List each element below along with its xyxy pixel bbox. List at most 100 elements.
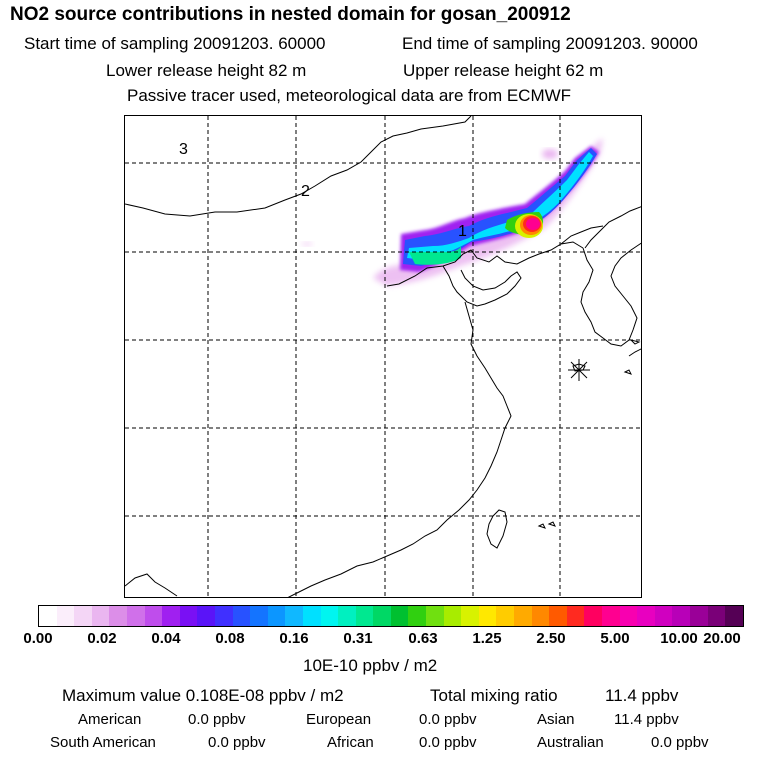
colorbar-segment (531, 606, 550, 626)
colorbar-tick-label: 0.08 (215, 630, 245, 647)
colorbar-tick-label: 0.04 (151, 630, 181, 647)
plume-haze-spot (301, 242, 313, 246)
colorbar-segment (91, 606, 110, 626)
region-name: Asian (537, 711, 575, 728)
region-name: African (327, 734, 374, 751)
region-name: European (306, 711, 372, 728)
colorbar-segment (214, 606, 233, 626)
colorbar-segment (232, 606, 251, 626)
colorbar-segment (179, 606, 198, 626)
region-value: 0.0 ppbv (419, 711, 477, 728)
total-mixing-ratio-value: 11.4 ppbv (605, 686, 679, 705)
colorbar-segment (267, 606, 286, 626)
colorbar-tick-label: 0.16 (279, 630, 309, 647)
colorbar-segment (39, 606, 57, 626)
coastline (386, 241, 584, 287)
national-border (584, 206, 641, 249)
domain-label-2: 2 (301, 183, 310, 200)
colorbar-segment (197, 606, 215, 626)
domain-label-1: 1 (458, 223, 467, 240)
colorbar-segment (373, 606, 391, 626)
colorbar-segment (619, 606, 638, 626)
coastlines (125, 116, 641, 597)
region-value: 11.4 ppbv (614, 711, 679, 728)
concentration-plume (301, 138, 603, 286)
region-value: 0.0 ppbv (419, 734, 477, 751)
maximum-value-label: Maximum value 0.108E-08 ppbv / m2 (62, 686, 344, 705)
colorbar-segment (426, 606, 444, 626)
national-border (125, 116, 472, 217)
colorbar-segment (566, 606, 585, 626)
colorbar-segment (478, 606, 497, 626)
colorbar-segment (584, 606, 602, 626)
colorbar-segment (390, 606, 409, 626)
colorbar-segment (74, 606, 92, 626)
island (486, 509, 508, 549)
map-canvas: 3 2 1 (125, 116, 641, 597)
colorbar-segment (689, 606, 708, 626)
colorbar-tick-label: 0.00 (23, 630, 53, 647)
colorbar-segment (126, 606, 145, 626)
colorbar-segment (302, 606, 321, 626)
colorbar-segment (707, 606, 726, 626)
upper-release-height-label: Upper release height 62 m (403, 61, 604, 80)
colorbar-unit-label: 10E-10 ppbv / m2 (303, 656, 438, 675)
region-name: American (78, 711, 142, 728)
coastline (442, 265, 522, 307)
colorbar-segment (250, 606, 268, 626)
colorbar-tick-label: 20.00 (703, 630, 741, 647)
region-value: 0.0 ppbv (188, 711, 246, 728)
island (623, 369, 632, 375)
colorbar-segment (109, 606, 127, 626)
colorbar-segment (725, 606, 743, 626)
colorbar-tick-label: 0.63 (408, 630, 438, 647)
colorbar-segment (602, 606, 620, 626)
coastline (580, 242, 641, 347)
colorbar-tick-label: 1.25 (472, 630, 502, 647)
region-value: 0.0 ppbv (208, 734, 266, 751)
lower-release-height-label: Lower release height 82 m (106, 61, 307, 80)
colorbar-tick-label: 5.00 (600, 630, 630, 647)
colorbar-segment (549, 606, 567, 626)
colorbar-segment (672, 606, 690, 626)
domain-label-3: 3 (179, 141, 188, 158)
colorbar-segment (144, 606, 163, 626)
island (547, 521, 556, 527)
total-mixing-ratio-label: Total mixing ratio (430, 686, 558, 705)
region-name: Australian (537, 734, 604, 751)
start-time-label: Start time of sampling 20091203. 60000 (24, 34, 326, 53)
chart-title: NO2 source contributions in nested domai… (10, 4, 571, 25)
colorbar (38, 605, 744, 627)
colorbar-segment (443, 606, 462, 626)
plume-band-green (409, 246, 461, 265)
end-time-label: End time of sampling 20091203. 90000 (402, 34, 698, 53)
colorbar-segment (408, 606, 427, 626)
region-name: South American (50, 734, 156, 751)
colorbar-segment (654, 606, 673, 626)
colorbar-segment (338, 606, 356, 626)
colorbar-segment (56, 606, 75, 626)
lat-lon-grid (125, 116, 641, 597)
island (629, 339, 641, 345)
colorbar-segment (320, 606, 339, 626)
island (537, 523, 546, 529)
coastline (125, 573, 178, 597)
plume-peak-magenta (526, 218, 540, 230)
colorbar-tick-label: 0.31 (343, 630, 373, 647)
coastline (287, 301, 512, 597)
island (628, 348, 641, 357)
colorbar-segment (355, 606, 374, 626)
colorbar-segment (514, 606, 532, 626)
colorbar-tick-label: 2.50 (536, 630, 566, 647)
colorbar-tick-label: 0.02 (87, 630, 117, 647)
plume-band-cyan (407, 152, 593, 260)
colorbar-segment (637, 606, 655, 626)
colorbar-segment (162, 606, 180, 626)
plume-haze (373, 138, 603, 286)
national-border (560, 225, 604, 245)
colorbar-segment (285, 606, 303, 626)
tracer-info-label: Passive tracer used, meteorological data… (127, 86, 572, 105)
asterisk-marker-icon (568, 359, 590, 381)
region-value: 0.0 ppbv (651, 734, 709, 751)
colorbar-segment (461, 606, 479, 626)
